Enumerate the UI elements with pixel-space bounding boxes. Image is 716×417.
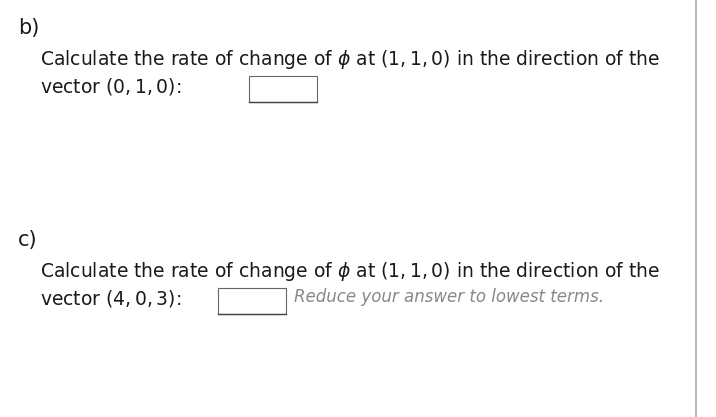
Text: b): b) — [18, 18, 39, 38]
Text: Calculate the rate of change of $\phi$ at $(1, 1, 0)$ in the direction of the: Calculate the rate of change of $\phi$ a… — [40, 48, 660, 71]
FancyBboxPatch shape — [249, 76, 317, 102]
Text: vector $(4, 0, 3)$:: vector $(4, 0, 3)$: — [40, 288, 181, 309]
Text: vector $(0, 1, 0)$:: vector $(0, 1, 0)$: — [40, 76, 181, 97]
Text: Calculate the rate of change of $\phi$ at $(1, 1, 0)$ in the direction of the: Calculate the rate of change of $\phi$ a… — [40, 260, 660, 283]
FancyBboxPatch shape — [218, 288, 286, 314]
Text: c): c) — [18, 230, 38, 250]
Text: Reduce your answer to lowest terms.: Reduce your answer to lowest terms. — [294, 288, 604, 306]
